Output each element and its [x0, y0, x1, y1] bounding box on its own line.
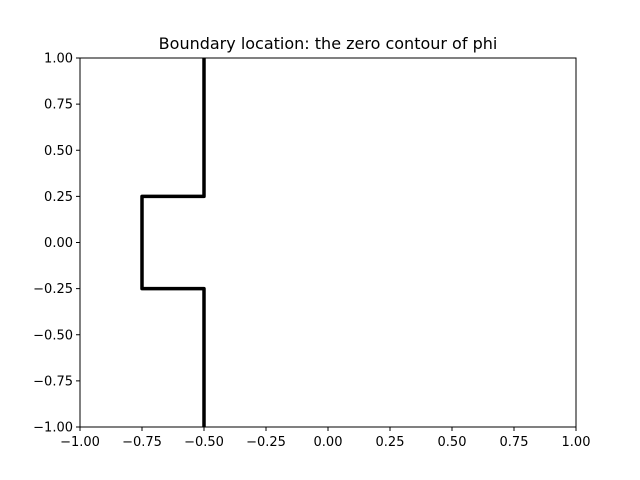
series-line-0 — [140, 58, 206, 427]
x-axis: −1.00 −0.75 −0.50 −0.25 0.00 0.25 0.50 0.75 1.00 — [60, 427, 590, 450]
y-tick-label: 1.00 — [44, 52, 73, 67]
y-axis: −1.00 −0.75 −0.50 −0.25 0.00 0.25 0.50 0.75 1.00 — [33, 52, 80, 436]
y-tick-label: −0.75 — [33, 374, 73, 389]
x-tick-label: −1.00 — [60, 435, 100, 450]
x-tick-label: 0.00 — [314, 435, 343, 450]
y-tick-label: 0.50 — [44, 144, 73, 159]
y-tick-label: 0.75 — [44, 98, 73, 113]
x-tick-label: 0.25 — [376, 435, 405, 450]
x-tick-label: 0.50 — [438, 435, 467, 450]
x-tick-label: −0.25 — [246, 435, 286, 450]
x-tick-label: 1.00 — [562, 435, 591, 450]
y-tick-label: 0.25 — [44, 190, 73, 205]
chart-title: Boundary location: the zero contour of p… — [159, 34, 498, 53]
y-tick-label: −1.00 — [33, 421, 73, 436]
x-tick-label: −0.50 — [184, 435, 224, 450]
y-tick-label: −0.50 — [33, 328, 73, 343]
x-tick-label: 0.75 — [500, 435, 529, 450]
series-layer — [140, 58, 206, 427]
plot-area-frame — [79, 57, 577, 428]
x-tick-label: −0.75 — [122, 435, 162, 450]
y-tick-label: −0.25 — [33, 282, 73, 297]
y-tick-label: 0.00 — [44, 236, 73, 251]
